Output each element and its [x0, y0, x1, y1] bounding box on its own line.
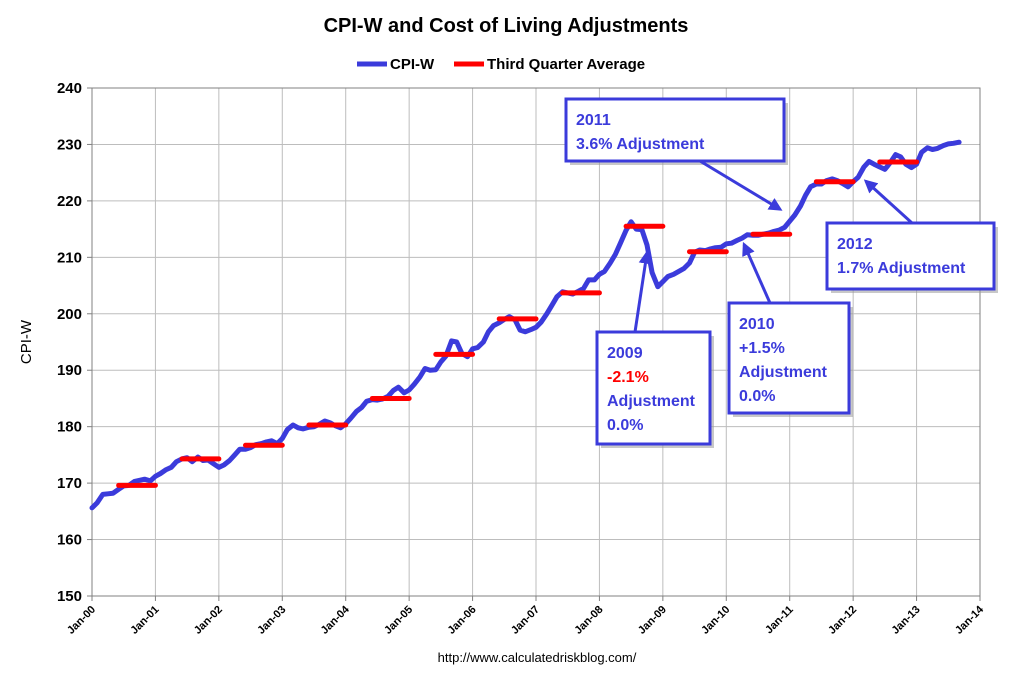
x-tick-label-jan-04: Jan-04: [319, 603, 353, 637]
legend: CPI-W Third Quarter Average: [357, 56, 645, 73]
x-axis-ticks: Jan-00 Jan-01 Jan-02 Jan-03 Jan-04 Jan-05 Jan-…: [65, 596, 987, 637]
x-tick-label-jan-14: Jan-14: [953, 603, 987, 637]
x-tick-label-jan-07: Jan-07: [509, 604, 542, 637]
callout-text-line: 0.0%: [607, 417, 643, 434]
y-tick-label-190: 190: [57, 362, 82, 379]
callout-box: [564, 97, 786, 163]
chart-title: CPI-W and Cost of Living Adjustments: [324, 15, 689, 37]
x-tick-label-jan-06: Jan-06: [446, 604, 479, 637]
callout-box: [727, 301, 851, 415]
y-tick-label-220: 220: [57, 193, 82, 210]
callout-text-line: 2010: [739, 316, 775, 333]
callout-text-line: Adjustment: [739, 364, 828, 381]
x-tick-label-jan-00: Jan-00: [65, 604, 98, 637]
callout-text-line: 3.6% Adjustment: [576, 136, 705, 153]
x-tick-label-jan-13: Jan-13: [890, 604, 923, 637]
x-tick-label-jan-03: Jan-03: [255, 604, 288, 637]
x-tick-label-jan-09: Jan-09: [636, 604, 669, 637]
callout-text-line: Adjustment: [607, 393, 696, 410]
y-axis-ticks: 150 160 170 180 190 200 210 220 230 240: [57, 80, 92, 605]
y-tick-label-170: 170: [57, 475, 82, 492]
y-axis-label: CPI-W: [18, 319, 35, 364]
legend-label-cpi-w: CPI-W: [390, 56, 435, 73]
source-url: http://www.calculatedriskblog.com/: [438, 650, 637, 665]
annotation-2011-callout: 2011 3.6% Adjustment: [564, 97, 788, 211]
series-line-cpi-w: [89, 139, 962, 511]
callout-text-line: 0.0%: [739, 388, 775, 405]
x-tick-label-jan-12: Jan-12: [826, 604, 859, 637]
y-tick-label-210: 210: [57, 249, 82, 266]
annotation-2009-callout: 2009 -2.1% Adjustment 0.0%: [595, 250, 714, 448]
x-tick-label-jan-11: Jan-11: [763, 604, 796, 637]
y-tick-label-150: 150: [57, 588, 82, 605]
x-tick-label-jan-01: Jan-01: [128, 604, 161, 637]
callout-box: [595, 330, 712, 446]
callout-text-line: +1.5%: [739, 340, 785, 357]
callout-text-line: -2.1%: [607, 369, 649, 386]
series: [89, 139, 962, 511]
y-tick-label-180: 180: [57, 419, 82, 436]
y-tick-label-160: 160: [57, 532, 82, 549]
legend-label-third-quarter-average: Third Quarter Average: [487, 56, 645, 73]
y-tick-label-200: 200: [57, 306, 82, 323]
x-tick-label-jan-10: Jan-10: [699, 604, 732, 637]
callout-arrow: [742, 241, 772, 304]
callout-arrow: [863, 179, 914, 225]
callout-text-line: 2012: [837, 236, 873, 253]
callout-text-line: 2009: [607, 345, 643, 362]
annotation-2012-callout: 2012 1.7% Adjustment: [825, 179, 998, 293]
x-tick-label-jan-08: Jan-08: [572, 604, 605, 637]
annotation-2010-callout: 2010 +1.5% Adjustment 0.0%: [727, 241, 853, 417]
callout-arrow: [699, 159, 783, 211]
callout-text-line: 2011: [576, 112, 611, 129]
y-tick-label-240: 240: [57, 80, 82, 97]
x-tick-label-jan-05: Jan-05: [382, 604, 415, 637]
x-tick-label-jan-02: Jan-02: [192, 604, 225, 637]
callout-arrow: [633, 250, 653, 333]
callout-box: [825, 221, 996, 291]
y-tick-label-230: 230: [57, 136, 82, 153]
callout-text-line: 1.7% Adjustment: [837, 260, 966, 277]
